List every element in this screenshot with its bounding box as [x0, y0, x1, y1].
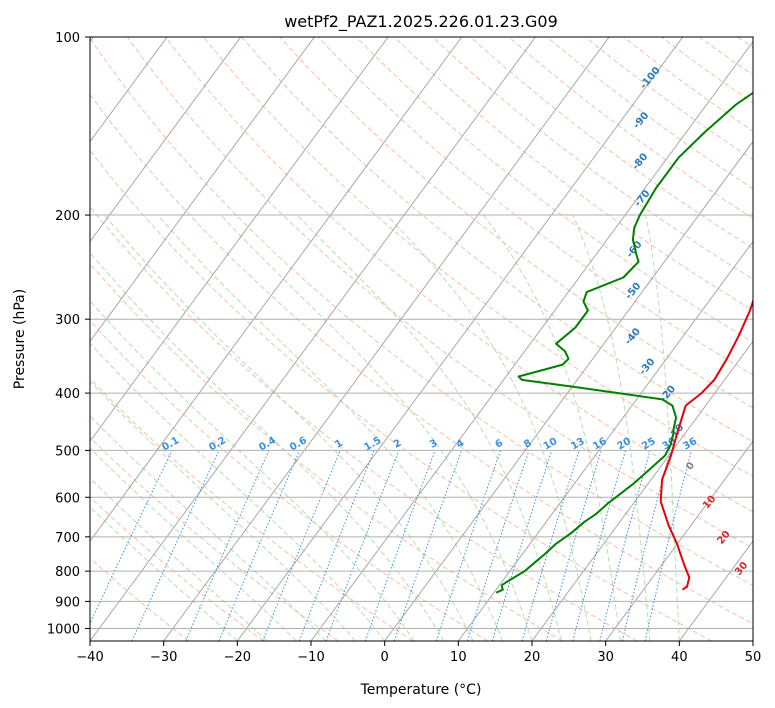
dry-adiabat-line [279, 37, 753, 409]
moist-adiabat-line [90, 342, 386, 641]
moist-adiabat-line [296, 214, 562, 641]
dry-adiabat-line [90, 436, 339, 641]
pressure-gridlines [90, 37, 753, 629]
x-axis: −40 −30 −20 −10 0 10 20 30 40 50 [76, 641, 761, 665]
isotherm-line [90, 37, 463, 542]
dry-adiabat-line [90, 149, 712, 641]
x-tick-label: −30 [150, 650, 177, 665]
plot-frame [89, 36, 754, 642]
dry-adiabat-line [90, 37, 753, 587]
moist-adiabat-line [220, 214, 533, 641]
isotherm-line [605, 440, 753, 641]
isotherm-line [310, 40, 753, 641]
moist-adiabat-line [645, 214, 680, 641]
x-tick-label: 30 [597, 650, 614, 665]
moist-adiabat-line [90, 300, 415, 641]
moist-adiabat-line [90, 251, 445, 641]
mixing-ratio-line [467, 450, 530, 641]
y-tick-label: 500 [55, 444, 80, 459]
mixing-ratio-label: 6 [494, 438, 506, 451]
dewpoint-line [495, 91, 753, 594]
mixing-ratio-line [218, 450, 301, 641]
dry-adiabat-line [90, 262, 563, 641]
y-tick-label: 900 [55, 595, 80, 610]
x-tick-label: 0 [381, 650, 389, 665]
dry-adiabat-label: 40 [751, 591, 768, 609]
y-tick-label: 700 [55, 531, 80, 546]
isotherm-line [163, 37, 610, 641]
dry-adiabat-line [90, 93, 753, 625]
dry-adiabat-line [90, 557, 190, 641]
moist-adiabat-line [90, 415, 327, 641]
x-tick-label: 10 [450, 650, 467, 665]
x-tick-label: 50 [745, 650, 762, 665]
chart-title: wetPf2_PAZ1.2025.226.01.23.G09 [284, 12, 558, 32]
moist-adiabat-line [90, 380, 356, 641]
mixing-ratio-label: 4 [455, 438, 467, 451]
moist-adiabat-line [572, 214, 651, 641]
y-tick-label: 800 [55, 565, 80, 580]
mixing-ratio-line [298, 450, 375, 641]
isotherm-line [90, 37, 315, 343]
moist-adiabat-line [90, 447, 297, 641]
mixing-ratio-line [393, 450, 463, 641]
isotherm-line [90, 37, 242, 243]
dry-adiabat-line [317, 37, 753, 376]
moist-adiabat-line [104, 214, 474, 641]
y-axis-label: Pressure (hPa) [12, 289, 28, 389]
moist-adiabat-line [386, 214, 592, 641]
mixing-ratio-line [364, 450, 436, 641]
mixing-ratio-line [572, 450, 626, 641]
mixing-ratio-line [644, 450, 692, 641]
y-tick-label: 600 [55, 491, 80, 506]
profile-lines [495, 91, 753, 594]
isotherm-line [531, 340, 753, 641]
isotherm-line [90, 37, 389, 442]
isotherm-line [384, 140, 753, 641]
mixing-ratio-line [185, 450, 270, 641]
mixing-ratio-line [621, 450, 672, 641]
mixing-ratio-label: 8 [522, 438, 534, 451]
dry-adiabat-line [394, 37, 753, 312]
isotherm-line [457, 240, 753, 641]
isotherm-line [90, 37, 168, 143]
mixing-ratio-label: 3 [428, 438, 440, 451]
plot-area [90, 37, 753, 641]
x-tick-label: 40 [671, 650, 688, 665]
mixing-ratio-line [90, 450, 173, 625]
y-tick-label: 300 [55, 313, 80, 328]
x-tick-label: 20 [524, 650, 541, 665]
y-tick-label: 400 [55, 387, 80, 402]
mixing-ratio-line [521, 450, 580, 641]
mixing-ratio-line [435, 450, 501, 641]
mixing-ratio-label: 2 [392, 438, 404, 451]
mixing-ratio-line [545, 450, 602, 641]
x-tick-label: −20 [224, 650, 251, 665]
x-axis-label: Temperature (°C) [360, 682, 482, 698]
mixing-ratio-line [262, 450, 341, 641]
y-tick-label: 200 [55, 209, 80, 224]
y-tick-label: 1000 [47, 622, 80, 637]
mixing-ratio-label: 1 [333, 438, 345, 451]
isotherm-line [236, 37, 684, 641]
isotherm-line [90, 37, 536, 641]
mixing-ratio-line [131, 450, 220, 641]
x-tick-label: −40 [76, 650, 103, 665]
mixing-ratio-line [491, 450, 553, 641]
dry-adiabat-line [165, 37, 753, 513]
dry-adiabat-line [126, 37, 753, 549]
dry-adiabat-line [241, 37, 753, 443]
temperature-line [659, 298, 753, 591]
dry-adiabat-line [90, 206, 638, 641]
mixing-ratio-line [325, 450, 400, 641]
background-lines [90, 37, 753, 641]
y-axis: 100 200 300 400 500 600 700 800 900 1000 [47, 31, 90, 637]
y-tick-label: 100 [55, 31, 80, 46]
x-tick-label: −10 [297, 650, 324, 665]
moist-adiabat-line [157, 214, 503, 641]
